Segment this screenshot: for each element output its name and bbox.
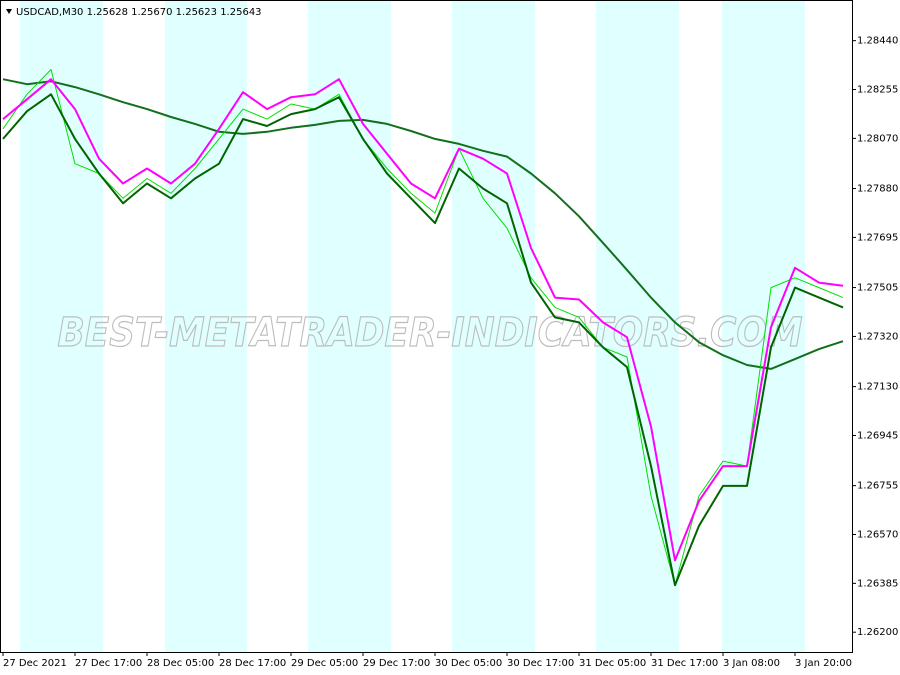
session-band xyxy=(165,1,247,652)
session-band xyxy=(722,1,805,652)
x-tick-label: 27 Dec 17:00 xyxy=(75,658,142,669)
y-tick-label: 1.27505 xyxy=(857,283,898,294)
x-tick-label: 29 Dec 17:00 xyxy=(363,658,430,669)
y-tick-label: 1.26945 xyxy=(857,430,898,441)
x-tick-label: 29 Dec 05:00 xyxy=(291,658,358,669)
y-tick-label: 1.27320 xyxy=(857,331,898,342)
session-band xyxy=(452,1,535,652)
y-tick-label: 1.27130 xyxy=(857,382,898,393)
chart-title: USDCAD,M30 1.25628 1.25670 1.25623 1.256… xyxy=(16,7,262,18)
y-tick-label: 1.26755 xyxy=(857,481,898,492)
y-tick-label: 1.28255 xyxy=(857,85,898,96)
y-tick-label: 1.26385 xyxy=(857,578,898,589)
x-tick-label: 28 Dec 05:00 xyxy=(147,658,214,669)
x-tick-label: 31 Dec 17:00 xyxy=(651,658,718,669)
y-tick-label: 1.26200 xyxy=(857,627,898,638)
x-tick-label: 31 Dec 05:00 xyxy=(579,658,646,669)
y-tick-label: 1.27695 xyxy=(857,232,898,243)
series-line xyxy=(2,69,844,586)
series-line xyxy=(2,78,844,370)
symbol-arrow xyxy=(6,9,12,14)
y-tick-label: 1.28440 xyxy=(857,36,898,47)
watermark: BEST-METATRADER-INDICATORS.COM xyxy=(58,310,803,356)
series-line xyxy=(2,78,844,562)
plot-frame xyxy=(0,0,853,653)
x-tick-label: 30 Dec 05:00 xyxy=(435,658,502,669)
x-tick-label: 30 Dec 17:00 xyxy=(507,658,574,669)
x-tick-label: 28 Dec 17:00 xyxy=(219,658,286,669)
x-tick-label: 3 Jan 20:00 xyxy=(795,658,852,669)
x-tick-label: 3 Jan 08:00 xyxy=(723,658,780,669)
y-tick-label: 1.28070 xyxy=(857,133,898,144)
series-line xyxy=(2,93,844,587)
y-tick-label: 1.26570 xyxy=(857,529,898,540)
x-tick-label: 27 Dec 2021 xyxy=(3,658,67,669)
y-tick-label: 1.27880 xyxy=(857,184,898,195)
session-band xyxy=(308,1,391,652)
